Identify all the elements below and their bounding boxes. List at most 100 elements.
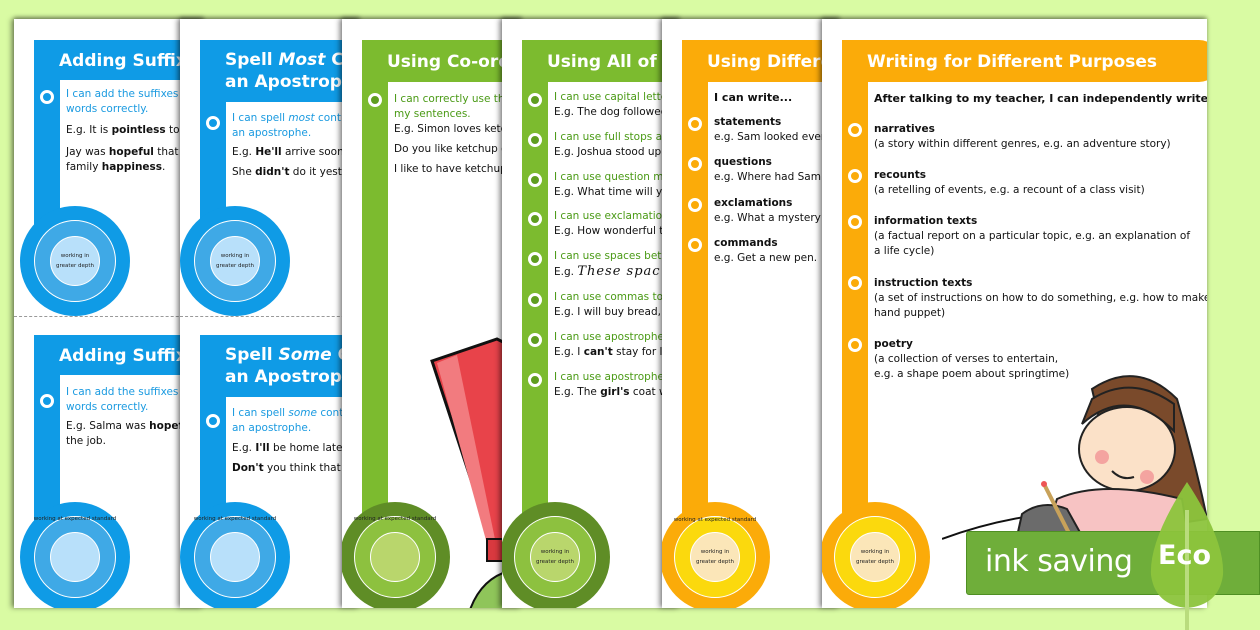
dial-outer-label: working at expected standard bbox=[673, 517, 757, 523]
cut-line bbox=[180, 316, 360, 317]
card-using-all-punctuation: Using All of the I can use capital lette… bbox=[502, 19, 680, 608]
checkbox-circle[interactable] bbox=[848, 123, 862, 137]
list-item: instruction texts (a set of instructions… bbox=[874, 277, 1207, 319]
checkbox-circle[interactable] bbox=[528, 252, 542, 266]
card-title: Adding Suffixes bbox=[59, 51, 204, 71]
checkbox-circle[interactable] bbox=[688, 238, 702, 252]
example: E.g. Salma was hopefu the job. bbox=[66, 420, 191, 447]
example: Jay was hopeful that family happiness. bbox=[66, 146, 179, 173]
card-title: Writing for Different Purposes bbox=[867, 52, 1158, 72]
intro-text: I can write... bbox=[714, 91, 793, 104]
example: I like to have ketchup bbox=[394, 163, 507, 175]
dial-label: working in greater depth bbox=[536, 549, 574, 565]
checkbox-circle[interactable] bbox=[368, 93, 382, 107]
example: E.g. It is pointless to w bbox=[66, 124, 192, 136]
dial-label: working at expected standard bbox=[353, 516, 437, 522]
card-header: Spell Most Co an Apostrophe bbox=[200, 40, 360, 102]
card-using-coordinating: Using Co-ordinating I can correctly use … bbox=[342, 19, 522, 608]
card-title: Spell Some Co bbox=[225, 345, 360, 365]
card-header: Adding Suffixes bbox=[34, 335, 204, 375]
dial-label: working in greater depth bbox=[56, 253, 94, 269]
progress-dial-greater-depth[interactable]: working in greater depth bbox=[180, 206, 290, 316]
progress-dial-expected-and-greater[interactable]: working at expected standard working in … bbox=[662, 502, 770, 608]
progress-dial-expected-standard[interactable]: working at expected standard bbox=[342, 502, 450, 608]
card-header: Using Co-ordinating bbox=[362, 40, 522, 82]
card-header: Using Different bbox=[682, 40, 840, 82]
list-item: information texts (a factual report on a… bbox=[874, 215, 1191, 257]
card-title: Spell Most Co bbox=[225, 50, 356, 70]
rail bbox=[682, 40, 708, 540]
progress-dial-expected-standard[interactable]: working at expected standard bbox=[20, 502, 130, 608]
checkbox-circle[interactable] bbox=[206, 116, 220, 130]
list-item: exclamations e.g. What a mystery it bbox=[714, 197, 832, 224]
checkbox-circle[interactable] bbox=[688, 198, 702, 212]
example: Don't you think that s bbox=[232, 462, 350, 474]
rail bbox=[522, 40, 548, 540]
cut-line bbox=[14, 316, 204, 317]
checkbox-circle[interactable] bbox=[528, 93, 542, 107]
statement: I can spell some contr an apostrophe. bbox=[232, 407, 348, 434]
dial-label: working at expected standard bbox=[193, 516, 277, 522]
checkbox-circle[interactable] bbox=[528, 173, 542, 187]
statement: I can add the suffixes words correctly. bbox=[66, 386, 179, 413]
list-item: I can use commas to s E.g. I will buy br… bbox=[554, 291, 672, 318]
leaf-icon bbox=[1150, 482, 1224, 630]
progress-dial-expected-standard[interactable]: working at expected standard bbox=[180, 502, 290, 608]
dial-label: working in greater depth bbox=[216, 253, 254, 269]
list-item: I can use spaces betw E.g. These spac bbox=[554, 250, 670, 279]
checkbox-circle[interactable] bbox=[40, 394, 54, 408]
checkbox-circle[interactable] bbox=[528, 212, 542, 226]
checkbox-circle[interactable] bbox=[528, 133, 542, 147]
list-item: I can use exclamation E.g. How wonderful… bbox=[554, 210, 671, 237]
list-item: commands e.g. Get a new pen. bbox=[714, 237, 818, 264]
dial-label: working at expected standard bbox=[33, 516, 117, 522]
list-item: questions e.g. Where had Sam's bbox=[714, 156, 830, 183]
checkbox-circle[interactable] bbox=[848, 338, 862, 352]
statement: I can add the suffixes words correctly. bbox=[66, 88, 179, 115]
checkbox-circle[interactable] bbox=[848, 276, 862, 290]
card-writing-different-purposes: Writing for Different Purposes After tal… bbox=[822, 19, 1207, 608]
list-item: I can use full stops at E.g. Joshua stoo… bbox=[554, 131, 669, 158]
list-item: narratives (a story within different gen… bbox=[874, 123, 1171, 150]
card-using-different-sentences: Using Different I can write... statement… bbox=[662, 19, 840, 608]
card-title: Using Different bbox=[707, 52, 840, 72]
rail bbox=[842, 40, 868, 540]
list-item: recounts (a retelling of events, e.g. a … bbox=[874, 169, 1145, 196]
example: E.g. Simon loves ketch bbox=[394, 123, 514, 135]
list-item: I can use capital letter E.g. The dog fo… bbox=[554, 91, 672, 118]
card-title: Using All of the bbox=[547, 52, 680, 72]
progress-dial-greater-depth[interactable]: working in greater depth bbox=[20, 206, 130, 316]
checkbox-circle[interactable] bbox=[688, 157, 702, 171]
list-item: I can use question ma E.g. What time wil… bbox=[554, 171, 670, 198]
card-title: Using Co-ordinating bbox=[387, 52, 522, 72]
checkbox-circle[interactable] bbox=[848, 215, 862, 229]
example: She didn't do it yester bbox=[232, 166, 353, 178]
checkbox-circle[interactable] bbox=[848, 169, 862, 183]
list-item: I can use apostrophes E.g. The girl's co… bbox=[554, 371, 674, 398]
checkbox-circle[interactable] bbox=[206, 414, 220, 428]
card-title: Adding Suffixes bbox=[59, 346, 204, 366]
intro-text: After talking to my teacher, I can indep… bbox=[874, 92, 1207, 105]
progress-dial-greater-depth[interactable]: working in greater depth bbox=[502, 502, 610, 608]
example: E.g. He'll arrive soon. bbox=[232, 146, 348, 158]
statement: I can correctly use the my sentences. bbox=[394, 93, 512, 120]
checkbox-circle[interactable] bbox=[528, 293, 542, 307]
card-header: Writing for Different Purposes bbox=[842, 40, 1207, 82]
card-header: Using All of the bbox=[522, 40, 680, 82]
progress-dial-greater-depth[interactable]: working in greater depth bbox=[822, 502, 930, 608]
checkbox-circle[interactable] bbox=[528, 373, 542, 387]
dial-label: working in greater depth bbox=[696, 549, 734, 565]
eco-badge-text: ink saving bbox=[985, 544, 1133, 579]
checkbox-circle[interactable] bbox=[40, 90, 54, 104]
rail bbox=[362, 40, 388, 540]
list-item: statements e.g. Sam looked everyw bbox=[714, 116, 840, 143]
list-item: I can use apostrophes E.g. I can't stay … bbox=[554, 331, 670, 358]
dial-label: working in greater depth bbox=[856, 549, 894, 565]
checkbox-circle[interactable] bbox=[528, 333, 542, 347]
card-header: Adding Suffixes bbox=[34, 40, 204, 80]
card-adding-suffixes: Adding Suffixes I can add the suffixes w… bbox=[14, 19, 204, 608]
example: Do you like ketchup o bbox=[394, 143, 508, 155]
checkbox-circle[interactable] bbox=[688, 117, 702, 131]
card-header: Spell Some Co an Apostrophe bbox=[200, 335, 360, 397]
